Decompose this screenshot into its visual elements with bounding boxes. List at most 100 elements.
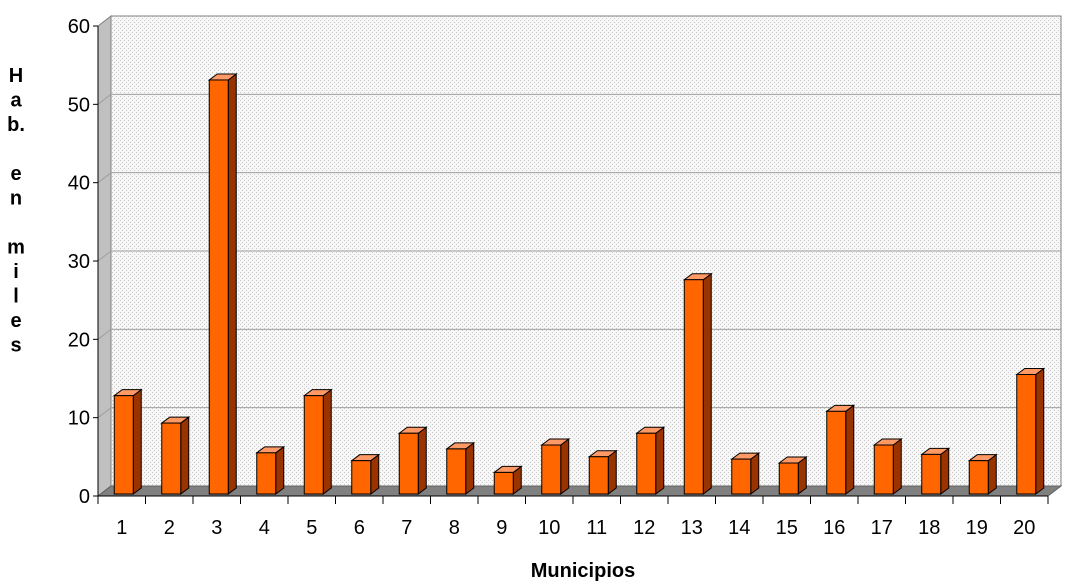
x-tick-label: 15 xyxy=(776,517,798,539)
bar xyxy=(445,441,476,495)
bar xyxy=(1015,367,1046,495)
x-tick-label: 4 xyxy=(259,517,270,539)
x-tick-label: 14 xyxy=(728,517,750,539)
bar-front xyxy=(541,444,562,495)
bar-side xyxy=(845,404,855,495)
bar xyxy=(587,449,618,495)
x-tick-label: 12 xyxy=(633,517,655,539)
gridlines xyxy=(97,93,1061,419)
bar-front xyxy=(778,462,799,495)
bar-side xyxy=(560,438,570,495)
axes xyxy=(93,25,1049,504)
y-tick-label: 30 xyxy=(68,251,90,273)
y-axis-title-line: m xyxy=(7,237,25,259)
bar-front xyxy=(731,458,752,495)
y-tick-label: 0 xyxy=(79,486,90,508)
bar-front xyxy=(588,456,609,495)
gridline-side xyxy=(97,93,112,105)
bar xyxy=(350,453,381,495)
y-axis-title-line: l xyxy=(13,286,19,308)
bar xyxy=(825,404,856,495)
bar xyxy=(492,465,523,495)
bar-front xyxy=(256,452,277,495)
bar-side xyxy=(275,445,285,495)
bar-front xyxy=(398,432,419,495)
bar-side xyxy=(655,426,665,495)
x-tick-label: 2 xyxy=(164,517,175,539)
y-axis-title-line: H xyxy=(9,65,23,87)
bar xyxy=(730,452,761,495)
bars xyxy=(112,72,1046,495)
x-tick-label: 1 xyxy=(116,517,127,539)
bar xyxy=(777,456,808,495)
bar-side xyxy=(227,72,237,495)
x-tick-label: 17 xyxy=(871,517,893,539)
bar xyxy=(872,438,903,495)
x-tick-label: 10 xyxy=(538,517,560,539)
bar xyxy=(255,445,286,495)
bar-side xyxy=(892,438,902,495)
bar-side xyxy=(465,441,475,495)
bar-front xyxy=(968,460,989,495)
bar xyxy=(207,72,238,495)
bar-front xyxy=(113,395,134,495)
y-axis-title-line: i xyxy=(13,261,19,283)
bar-side xyxy=(607,449,617,495)
bar xyxy=(635,426,666,495)
y-tick-label: 10 xyxy=(68,408,90,430)
x-tick-label: 3 xyxy=(211,517,222,539)
bar xyxy=(112,388,143,495)
y-axis-title-line: e xyxy=(10,163,21,185)
bar-side xyxy=(940,447,950,495)
x-tick-label: 11 xyxy=(586,517,607,539)
gridline-side xyxy=(97,172,112,184)
bar-side xyxy=(417,426,427,495)
bar-front xyxy=(161,422,182,495)
bar-front xyxy=(351,460,372,495)
bar-side xyxy=(1035,367,1045,495)
bar-side xyxy=(322,388,332,495)
gridline-side xyxy=(97,250,112,262)
y-axis-title-line: e xyxy=(10,310,21,332)
x-tick-label: 20 xyxy=(1013,517,1035,539)
x-tick-label: 5 xyxy=(306,517,317,539)
gridline-side xyxy=(97,328,112,340)
y-tick-labels: 0 10 20 30 40 50 60 xyxy=(68,16,90,508)
gridline-side xyxy=(97,407,112,419)
bar-front xyxy=(446,448,467,495)
y-tick-label: 50 xyxy=(68,94,90,116)
bar xyxy=(160,416,191,495)
bar-front xyxy=(873,444,894,495)
bar-front xyxy=(683,279,704,495)
bar-side xyxy=(132,388,142,495)
bar-side xyxy=(370,453,380,495)
x-tick-label: 16 xyxy=(823,517,845,539)
bar xyxy=(920,447,951,495)
y-tick-label: 20 xyxy=(68,329,90,351)
bar xyxy=(302,388,333,495)
chart-walls xyxy=(96,14,1063,498)
bar xyxy=(682,272,713,495)
bar-side xyxy=(702,272,712,495)
y-tick-label: 40 xyxy=(68,173,90,195)
bar-side xyxy=(180,416,190,495)
y-axis-title-line: a xyxy=(10,90,22,112)
bar xyxy=(540,438,571,495)
y-axis-title-line: n xyxy=(10,188,22,210)
x-tick-label: 6 xyxy=(354,517,365,539)
x-tick-label: 8 xyxy=(449,517,460,539)
floor xyxy=(96,485,1063,497)
bar-front xyxy=(1016,374,1037,495)
bar-side xyxy=(987,453,997,495)
bar-front xyxy=(493,471,514,495)
x-axis-title: Municipios xyxy=(531,560,635,582)
x-tick-label: 18 xyxy=(918,517,940,539)
y-axis-title-line: s xyxy=(10,335,21,357)
y-axis-title-line: b. xyxy=(7,114,25,136)
bar-front xyxy=(303,395,324,495)
bar xyxy=(397,426,428,495)
bar-front xyxy=(826,410,847,495)
x-tick-label: 19 xyxy=(966,517,988,539)
bar-front xyxy=(636,432,657,495)
